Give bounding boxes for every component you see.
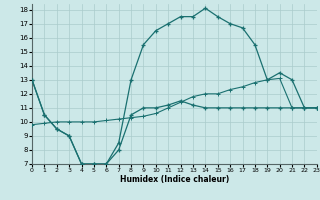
X-axis label: Humidex (Indice chaleur): Humidex (Indice chaleur) <box>120 175 229 184</box>
